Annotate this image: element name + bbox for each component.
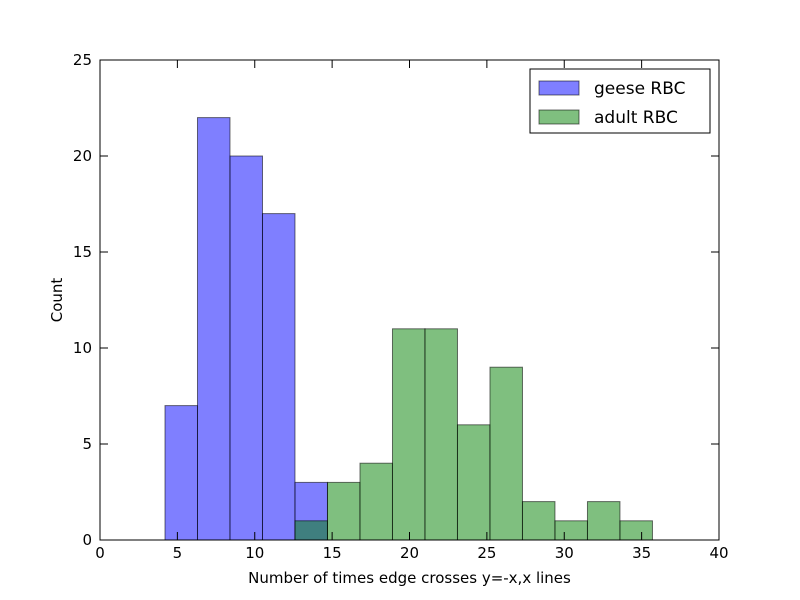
legend-swatch bbox=[538, 109, 580, 125]
adult-rbc-bar bbox=[424, 328, 458, 541]
y-tick-label: 10 bbox=[73, 339, 92, 357]
geese-rbc-bar bbox=[164, 405, 198, 541]
axis-ticks bbox=[99, 59, 720, 541]
tick-labels: 0 5 10 15 20 25 30 35 40 0 5 10 15 20 25 bbox=[73, 51, 729, 562]
y-tick-label: 20 bbox=[73, 147, 92, 165]
x-tick-label: 35 bbox=[632, 544, 651, 562]
x-tick-label: 15 bbox=[323, 544, 342, 562]
x-axis-label: Number of times edge crosses y=-x,x line… bbox=[248, 569, 571, 587]
geese-rbc-bar bbox=[261, 213, 296, 541]
x-tick-label: 25 bbox=[477, 544, 496, 562]
y-axis-label: Count bbox=[48, 278, 66, 323]
adult-rbc-bar bbox=[619, 520, 653, 541]
histogram-bars bbox=[164, 117, 653, 541]
adult-rbc-bar bbox=[359, 462, 393, 541]
legend-label: geese RBC bbox=[594, 79, 685, 99]
x-tick-label: 0 bbox=[95, 544, 105, 562]
x-tick-label: 30 bbox=[555, 544, 574, 562]
x-tick-label: 5 bbox=[173, 544, 183, 562]
x-tick-label: 40 bbox=[709, 544, 728, 562]
y-tick-label: 5 bbox=[82, 435, 92, 453]
y-tick-label: 25 bbox=[73, 51, 92, 69]
adult-rbc-bar bbox=[554, 520, 588, 541]
geese-rbc-bar bbox=[196, 117, 231, 541]
adult-rbc-bar bbox=[294, 520, 328, 541]
y-tick-label: 15 bbox=[73, 243, 92, 261]
adult-rbc-bar bbox=[521, 501, 556, 541]
geese-rbc-bar bbox=[229, 155, 263, 541]
adult-rbc-bar bbox=[391, 328, 426, 541]
x-tick-label: 20 bbox=[400, 544, 419, 562]
y-tick-label: 0 bbox=[82, 531, 92, 549]
adult-rbc-bar bbox=[489, 366, 523, 541]
adult-rbc-bar bbox=[326, 481, 361, 541]
legend-label: adult RBC bbox=[594, 108, 678, 128]
adult-rbc-bar bbox=[456, 424, 491, 541]
adult-rbc-bar bbox=[586, 501, 621, 541]
legend: geese RBC adult RBC bbox=[529, 68, 711, 134]
legend-swatch bbox=[538, 80, 580, 96]
x-tick-label: 10 bbox=[245, 544, 264, 562]
